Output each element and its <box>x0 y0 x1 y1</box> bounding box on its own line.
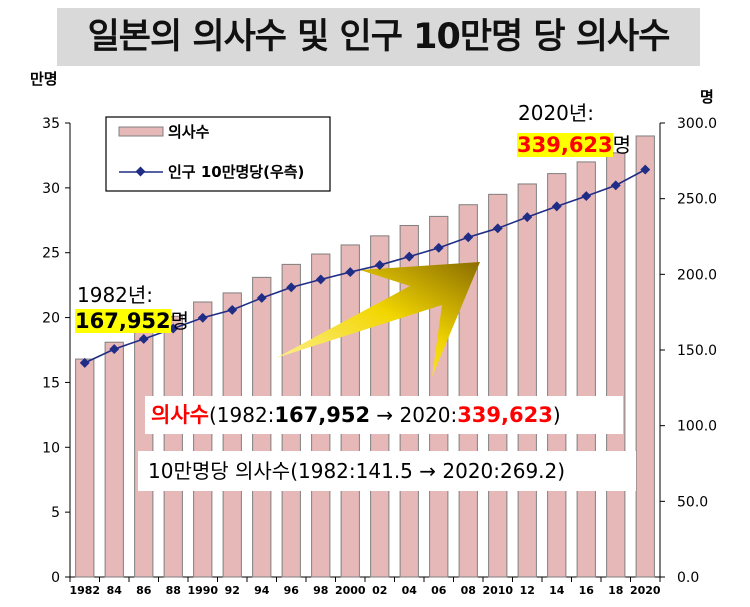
bar <box>222 292 242 578</box>
bar <box>163 315 183 578</box>
summary-per100k: 10만명당 의사수(1982:141.5 → 2020:269.2) <box>138 451 636 491</box>
x-tick-label: 86 <box>136 584 152 597</box>
line-point <box>138 334 149 344</box>
legend-line-label: 인구 10만명당(우측) <box>168 163 304 181</box>
start-unit: 명 <box>170 309 190 333</box>
left-tick-label: 20 <box>42 311 60 327</box>
line-point <box>463 232 474 243</box>
left-tick-label: 25 <box>42 246 60 262</box>
right-tick-label: 150.0 <box>677 343 717 359</box>
bar <box>576 161 596 578</box>
x-tick-label: 96 <box>284 584 300 597</box>
bar <box>458 204 478 578</box>
start-value: 167,952 <box>75 309 171 333</box>
title-background <box>57 8 700 66</box>
end-value-note: 339,623명 <box>517 133 631 157</box>
legend: 의사수 인구 10만명당(우측) <box>105 116 331 192</box>
left-tick-label: 0 <box>51 570 60 586</box>
line-series <box>79 164 651 368</box>
summary-arrow: → 2020: <box>370 403 458 427</box>
line-point <box>286 282 297 293</box>
left-tick-label: 30 <box>42 181 60 197</box>
legend-line-marker <box>135 166 146 177</box>
end-value: 339,623 <box>517 133 613 157</box>
series-line <box>84 168 646 364</box>
legend-bar-swatch <box>118 126 164 137</box>
right-tick-label: 50.0 <box>677 494 708 510</box>
right-tick-label: 300.0 <box>677 116 717 132</box>
x-tick-label: 2010 <box>482 584 513 597</box>
bar <box>488 193 508 578</box>
x-tick-label: 08 <box>461 584 476 597</box>
bar <box>635 135 655 578</box>
bar <box>75 358 95 578</box>
line-point <box>581 191 592 202</box>
bar <box>547 173 567 578</box>
line-point <box>374 260 385 271</box>
line-point <box>640 164 651 175</box>
line-point <box>404 251 415 262</box>
line-point <box>492 223 503 234</box>
x-tick-label: 84 <box>107 584 123 597</box>
summary-doctors: 의사수(1982:167,952 → 2020:339,623) <box>145 396 623 434</box>
right-tick-label: 100.0 <box>677 419 717 435</box>
bar <box>193 301 213 578</box>
trend-arrow-layer <box>276 262 480 377</box>
right-tick-label: 200.0 <box>677 267 717 283</box>
line-point <box>315 274 326 285</box>
summary-to: 339,623 <box>457 403 553 427</box>
x-tick-label: 1990 <box>187 584 218 597</box>
summary-doctors-label: 의사수 <box>151 403 209 427</box>
line-point <box>522 212 533 223</box>
line-point <box>345 267 356 278</box>
bar <box>517 183 537 578</box>
summary-open: (1982: <box>208 403 275 427</box>
chart-title: 일본의 의사수 및 인구 10만명 당 의사수 <box>87 17 671 57</box>
bar <box>606 152 626 578</box>
right-tick-label: 0.0 <box>677 570 699 586</box>
x-tick-label: 14 <box>549 584 565 597</box>
start-value-note: 167,952명 <box>75 309 189 333</box>
x-tick-label: 12 <box>520 584 535 597</box>
left-axis-unit: 만명 <box>30 70 58 88</box>
x-tick-label: 88 <box>166 584 181 597</box>
left-tick-label: 10 <box>42 440 60 456</box>
summary-close: ) <box>552 403 561 427</box>
line-point <box>551 201 562 212</box>
left-tick-label: 5 <box>51 505 60 521</box>
x-tick-label: 06 <box>431 584 447 597</box>
line-point <box>168 323 179 334</box>
x-tick-label: 1982 <box>69 584 100 597</box>
line-point <box>610 180 621 191</box>
left-tick-label: 35 <box>42 116 60 132</box>
legend-bar-label: 의사수 <box>168 123 210 141</box>
line-point <box>256 292 267 303</box>
x-tick-label: 98 <box>313 584 328 597</box>
x-tick-label: 94 <box>254 584 270 597</box>
right-tick-label: 250.0 <box>677 192 717 208</box>
line-point <box>227 304 238 315</box>
x-tick-label: 02 <box>372 584 387 597</box>
right-axis-unit: 명 <box>700 88 714 106</box>
x-tick-label: 2020 <box>630 584 661 597</box>
line-point <box>433 242 444 253</box>
x-tick-label: 92 <box>225 584 240 597</box>
axes: 0 5 10 15 20 25 30 35 0.0 50.0 100.0 150.0 200.0 250.… <box>42 116 717 597</box>
x-tick-label: 16 <box>579 584 595 597</box>
line-point <box>197 312 208 323</box>
left-tick-label: 15 <box>42 375 60 391</box>
summary-from: 167,952 <box>274 403 371 427</box>
x-tick-label: 04 <box>402 584 418 597</box>
x-tick-label: 18 <box>608 584 623 597</box>
end-unit: 명 <box>612 133 632 157</box>
start-year-label: 1982년: <box>77 283 154 307</box>
trend-arrow <box>276 262 480 377</box>
end-year-label: 2020년: <box>518 101 595 125</box>
x-tick-label: 2000 <box>335 584 366 597</box>
bar <box>104 341 124 578</box>
